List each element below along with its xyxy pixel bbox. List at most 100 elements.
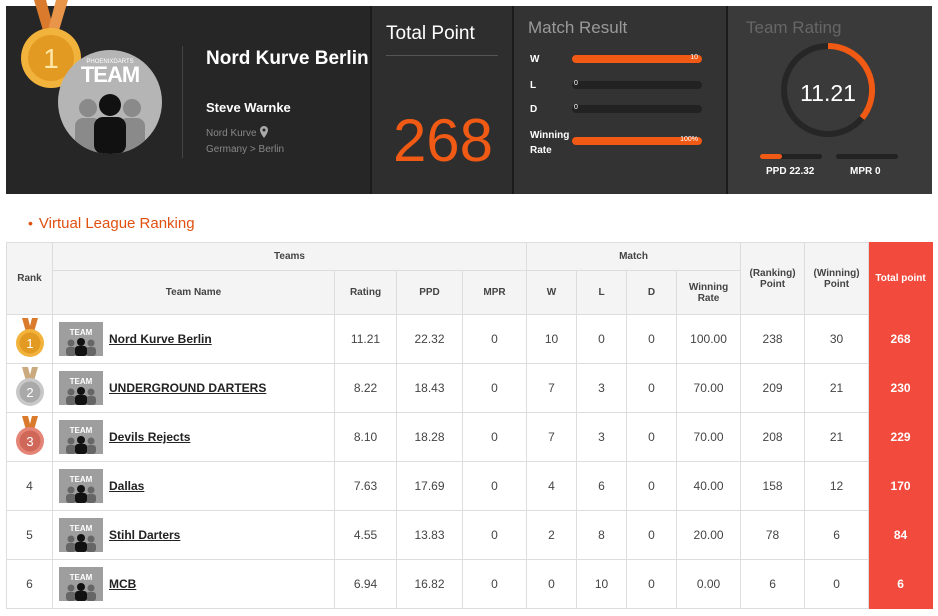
win-bar: 10 (572, 54, 702, 63)
winning-point-cell: 21 (804, 363, 870, 413)
team-rating-title: Team Rating (746, 18, 842, 37)
team-logo: TEAM (59, 322, 103, 356)
location-pin-icon (260, 126, 269, 138)
ranking-point-cell: 209 (740, 363, 806, 413)
header-rank: Rank (6, 242, 53, 315)
table-row[interactable]: 4 TEAM Dallas 7.63 17.69 0 4 6 0 40.00 158 12 170 (6, 461, 934, 511)
team-logo: TEAM (59, 518, 103, 552)
bullet-icon: • (28, 215, 33, 231)
l-cell: 8 (576, 510, 628, 560)
team-avatar: PHOENIXDARTS TEAM (58, 50, 162, 154)
winning-rate-cell: 100.00 (676, 314, 742, 364)
rank-medal-icon: 1 (15, 317, 44, 357)
team-silhouette-icon (66, 387, 96, 405)
team-logo-text: TEAM (69, 377, 93, 386)
total-point-cell: 170 (868, 461, 934, 511)
header-w: W (526, 270, 578, 315)
shop-name-text: Nord Kurve (206, 128, 257, 139)
team-name-link[interactable]: MCB (109, 577, 137, 591)
team-name-link[interactable]: Devils Rejects (109, 430, 191, 444)
mpr-cell: 0 (461, 412, 528, 462)
match-result-title: Match Result (528, 18, 628, 37)
team-name-cell: TEAM Dallas (52, 461, 335, 511)
ranking-point-cell: 238 (740, 314, 806, 364)
ranking-point-cell: 6 (740, 559, 806, 609)
team-name-link[interactable]: Stihl Darters (109, 528, 181, 542)
w-cell: 2 (526, 510, 578, 560)
table-row[interactable]: 1 TEAM Nord Kurve Berlin 11.21 22.32 0 10 0 0 100… (6, 314, 934, 364)
team-name-cell: TEAM Devils Rejects (52, 412, 335, 462)
section-title: • Virtual League Ranking (28, 215, 195, 232)
ppd-cell: 13.83 (396, 510, 463, 560)
team-logo-text: TEAM (69, 426, 93, 435)
header-d: D (626, 270, 678, 315)
team-name-cell: TEAM UNDERGROUND DARTERS (52, 363, 335, 413)
rating-cell: 4.55 (334, 510, 397, 560)
header-mpr: MPR (461, 270, 528, 315)
total-point-panel: Total Point 268 (370, 6, 512, 194)
table-row[interactable]: 6 TEAM MCB 6.94 16.82 0 0 10 0 0.00 6 0 6 (6, 559, 934, 609)
team-rating-panel: Team Rating 11.21 PPD 22.32 MPR 0 (726, 6, 932, 194)
winning-rate-cell: 20.00 (676, 510, 742, 560)
team-profile: 1 PHOENIXDARTS TEAM Nord Kurve Berlin St… (6, 0, 370, 194)
draw-bar: 0 (572, 104, 702, 113)
l-cell: 10 (576, 559, 628, 609)
ppd-label: PPD 22.32 (766, 166, 815, 177)
team-logo-text: TEAM (69, 475, 93, 484)
team-name-link[interactable]: UNDERGROUND DARTERS (109, 381, 267, 395)
header-match: Match (526, 242, 742, 271)
header-rating: Rating (334, 270, 397, 315)
table-row[interactable]: 2 TEAM UNDERGROUND DARTERS 8.22 18.43 0 7 3 0 70.… (6, 363, 934, 413)
rating-cell: 8.10 (334, 412, 397, 462)
team-logo: TEAM (59, 371, 103, 405)
team-logo-text: TEAM (69, 328, 93, 337)
loss-bar: 0 (572, 80, 702, 89)
header-winning-point: (Winning) Point (804, 242, 870, 315)
team-name-link[interactable]: Nord Kurve Berlin (109, 332, 212, 346)
avatar-team-text: TEAM (80, 62, 140, 87)
total-point-cell: 84 (868, 510, 934, 560)
total-point-label: Total Point (386, 22, 498, 56)
rank-cell: 1 (6, 314, 53, 364)
loss-label: L (530, 80, 537, 91)
win-value: 10 (690, 54, 698, 61)
avatar-brand-text: PHOENIXDARTS (86, 59, 134, 65)
mpr-cell: 0 (461, 559, 528, 609)
header-winning-rate: Winning Rate (676, 270, 742, 315)
table-row[interactable]: 3 TEAM Devils Rejects 8.10 18.28 0 7 3 0 70.00 208… (6, 412, 934, 462)
ranking-table: Rank Teams Match (Ranking) Point (Winnin… (6, 242, 934, 609)
draw-value: 0 (574, 104, 578, 111)
team-logo: TEAM (59, 567, 103, 601)
mpr-bar (836, 154, 898, 159)
table-row[interactable]: 5 TEAM Stihl Darters 4.55 13.83 0 2 8 0 20.00 78 6 8… (6, 510, 934, 560)
l-cell: 3 (576, 412, 628, 462)
rating-cell: 11.21 (334, 314, 397, 364)
win-label: W (530, 54, 540, 65)
team-name-link[interactable]: Dallas (109, 479, 145, 493)
team-name-title: Nord Kurve Berlin (206, 48, 369, 69)
team-silhouette-icon (66, 338, 96, 356)
team-silhouette-icon (75, 94, 145, 154)
total-point-cell: 229 (868, 412, 934, 462)
winning-rate-bar: 100% (572, 136, 702, 145)
team-name-cell: TEAM Nord Kurve Berlin (52, 314, 335, 364)
shop-name: Nord Kurve (206, 126, 269, 139)
rank-cell: 5 (6, 510, 53, 560)
ranking-point-cell: 158 (740, 461, 806, 511)
loss-value: 0 (574, 80, 578, 87)
d-cell: 0 (626, 461, 678, 511)
winning-point-cell: 30 (804, 314, 870, 364)
total-point-cell: 230 (868, 363, 934, 413)
rank-medal-icon: 3 (15, 415, 44, 455)
team-name-cell: TEAM MCB (52, 559, 335, 609)
winning-rate-label: Winning Rate (530, 130, 570, 156)
total-point-cell: 268 (868, 314, 934, 364)
header-l: L (576, 270, 628, 315)
mpr-label: MPR 0 (850, 166, 881, 177)
draw-label: D (530, 104, 538, 115)
mpr-cell: 0 (461, 363, 528, 413)
rank-medal-icon: 2 (15, 366, 44, 406)
rank-medal-number: 3 (26, 434, 33, 449)
winning-rate-value: 100% (680, 136, 698, 143)
team-silhouette-icon (66, 436, 96, 454)
